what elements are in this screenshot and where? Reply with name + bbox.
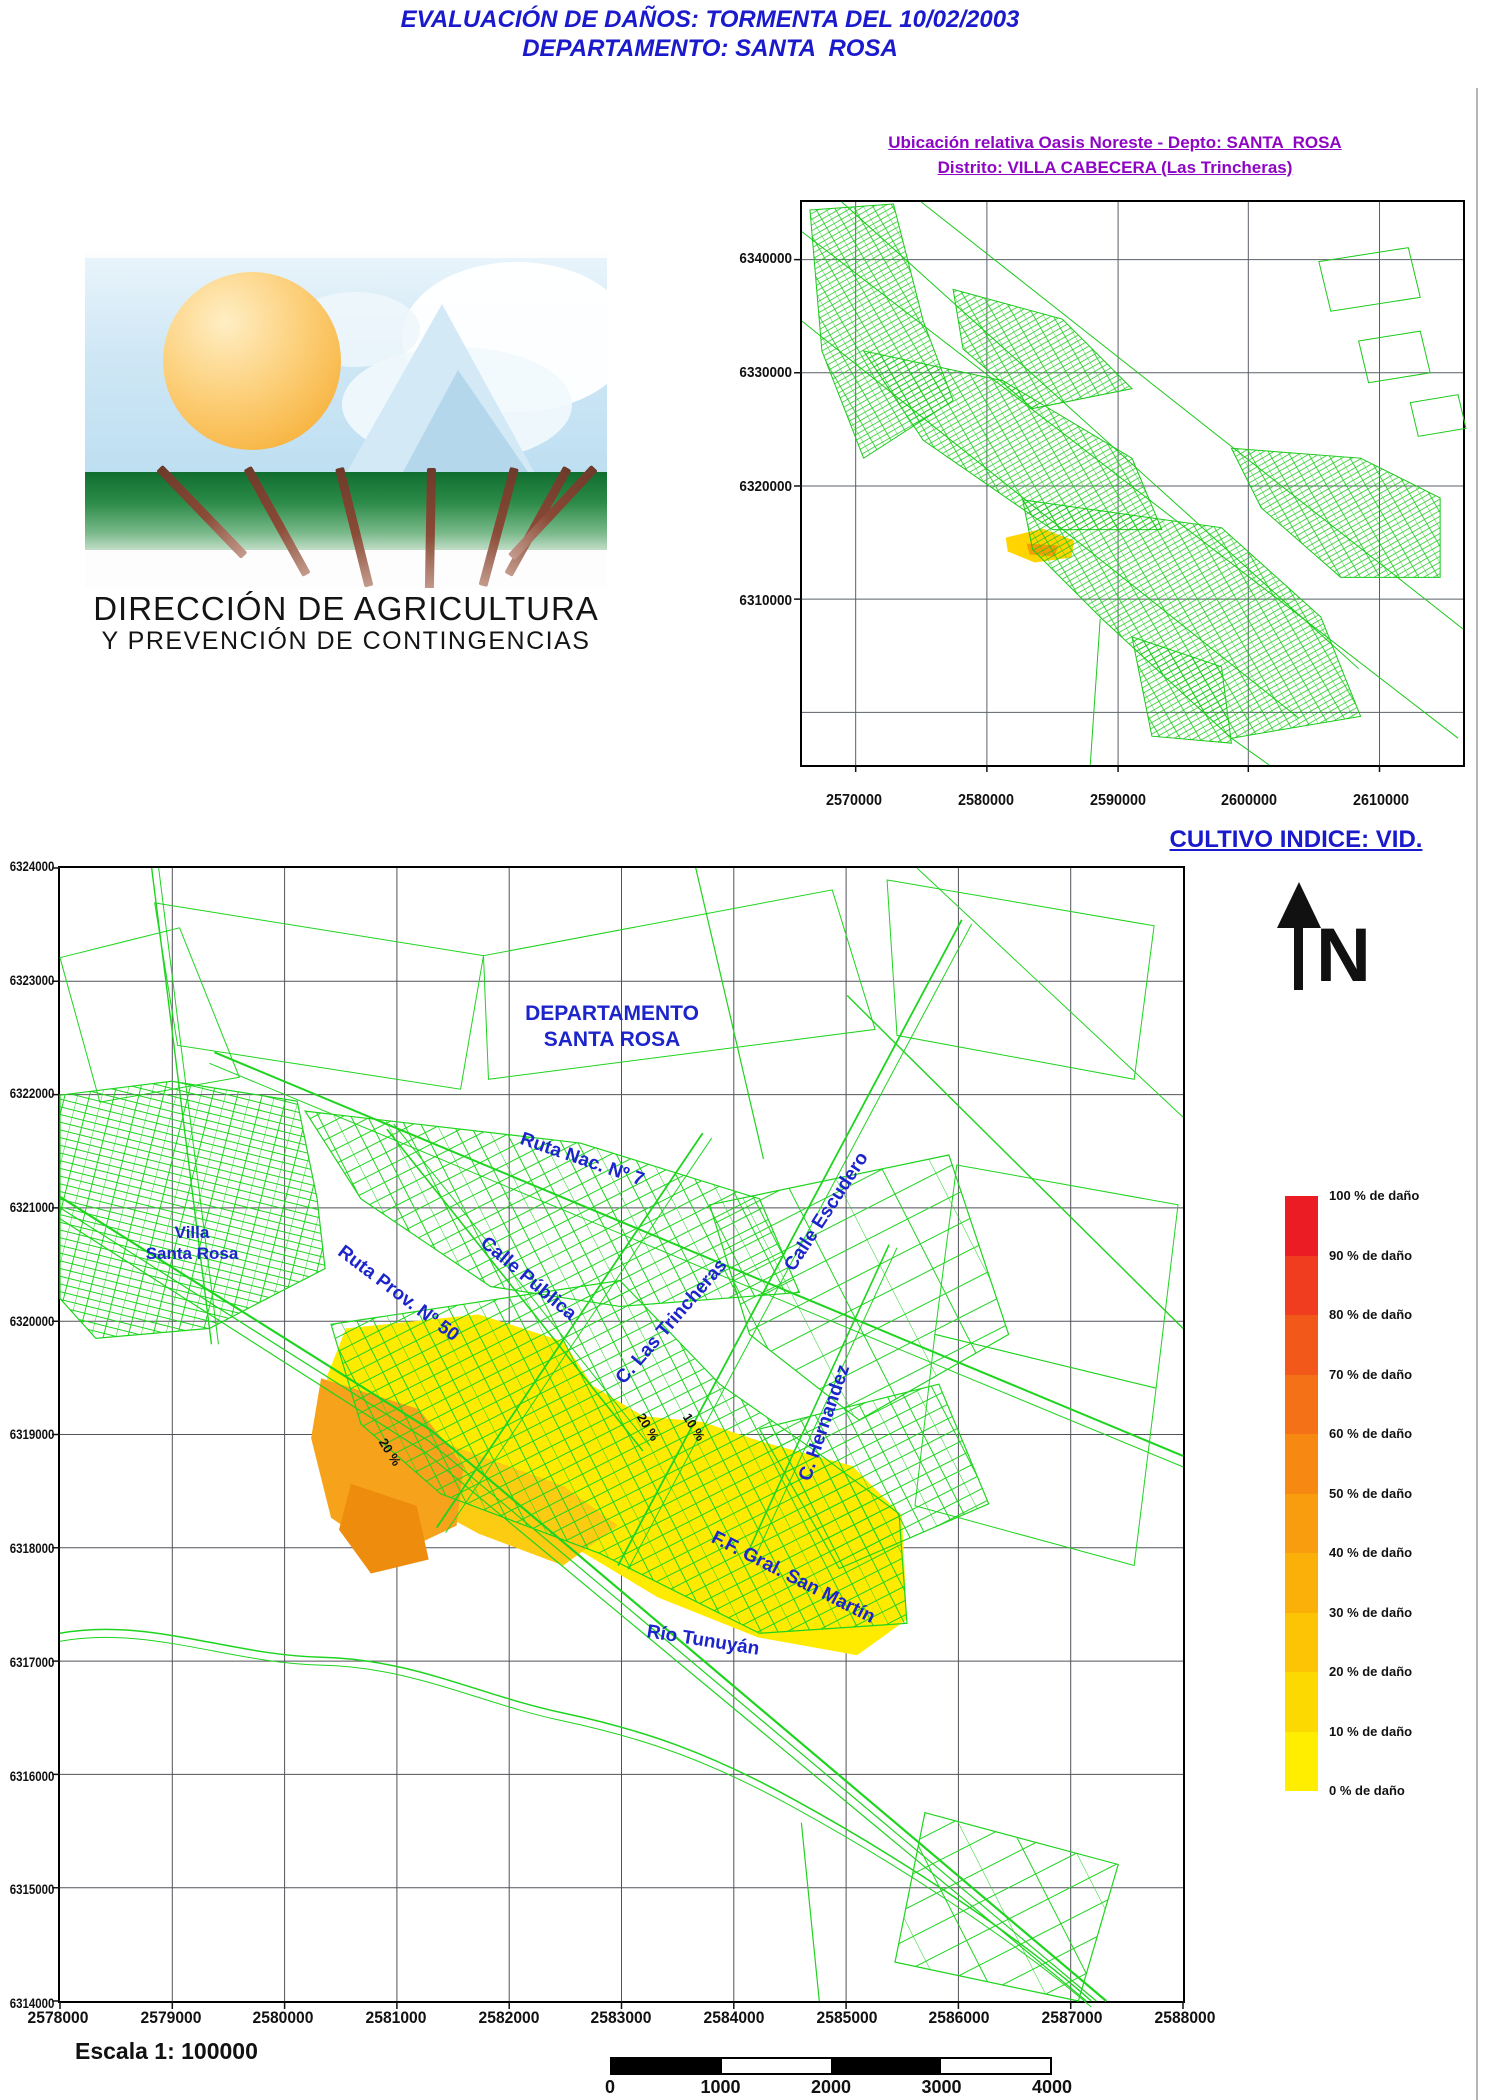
legend-swatch [1285,1434,1318,1494]
villa-line2: Santa Rosa [145,1244,239,1263]
legend-label: 60 % de daño [1329,1426,1413,1441]
page-edge-line [1476,88,1478,2100]
legend-swatch [1285,1731,1318,1791]
locator-y-tick: 6330000 [739,364,792,381]
legend-label: 70 % de daño [1329,1366,1413,1382]
scale-bar-segment [831,2059,941,2073]
legend-swatch [1285,1612,1318,1672]
scale-bar-tick: 0 [604,2077,615,2097]
locator-map-title: Ubicación relativa Oasis Noreste - Depto… [815,131,1415,180]
department-label: DEPARTAMENTO SANTA ROSA [525,1001,699,1054]
map-y-tick: 6323000 [9,972,55,988]
map-y-tick: 6324000 [9,858,55,874]
scale-bar-segment [612,2059,722,2073]
map-y-tick: 6320000 [9,1313,55,1329]
legend-swatch [1285,1672,1318,1732]
crop-index-heading: CULTIVO INDICE: VID. [1169,826,1423,853]
department-line1: DEPARTAMENTO [525,1001,699,1025]
locator-title-line1: Ubicación relativa Oasis Noreste - Depto… [888,133,1342,152]
scale-bar-tick: 4000 [1031,2077,1073,2097]
legend-label: 40 % de daño [1329,1545,1413,1560]
damage-legend-colorbar [1285,1196,1318,1791]
map-x-tick: 2584000 [703,2008,765,2027]
furrow-line [424,467,436,588]
legend-swatch [1285,1196,1318,1256]
scale-bar-tick: 2000 [810,2077,852,2097]
map-y-tick: 6317000 [9,1654,55,1670]
scale-bar [610,2057,1052,2075]
legend-swatch [1285,1493,1318,1553]
mountain-icon [403,370,528,472]
map-x-tick: 2578000 [27,2008,89,2027]
sun-icon [163,272,341,450]
locator-x-tick: 2570000 [825,792,883,809]
legend-label: 90 % de daño [1329,1247,1413,1263]
legend-label: 100 % de daño [1329,1188,1420,1203]
map-y-tick: 6314000 [9,1995,55,2011]
map-y-tick: 6315000 [9,1881,55,1897]
legend-label: 30 % de daño [1329,1604,1413,1620]
map-x-tick: 2588000 [1154,2008,1216,2027]
scale-bar-tick: 1000 [700,2077,741,2097]
legend-label: 0 % de daño [1329,1783,1405,1798]
locator-y-tick: 6340000 [739,250,792,267]
legend-swatch [1285,1374,1318,1434]
title-line2: DEPARTAMENTO: SANTA ROSA [522,34,898,62]
legend-label: 80 % de daño [1329,1307,1413,1322]
legend-swatch [1285,1553,1318,1613]
map-y-tick: 6322000 [9,1085,55,1101]
agency-name-line1: DIRECCIÓN DE AGRICULTURA [93,590,599,627]
scale-bar-segment [721,2059,831,2073]
north-arrow-icon [1277,882,1321,928]
agency-name-line2: Y PREVENCIÓN DE CONTINGENCIAS [101,627,591,655]
legend-swatch [1285,1255,1318,1315]
map-x-tick: 2585000 [816,2008,878,2027]
north-arrow-shaft [1294,925,1303,990]
department-line2: SANTA ROSA [543,1028,681,1051]
main-map [52,866,1185,2009]
map-x-tick: 2587000 [1041,2008,1103,2027]
locator-title-line2: Distrito: VILLA CABECERA (Las Trincheras… [937,157,1293,177]
villa-santa-rosa-label: Villa Santa Rosa [146,1222,239,1265]
page-title: EVALUACIÓN DE DAÑOS: TORMENTA DEL 10/02/… [310,6,1110,64]
legend-swatch [1285,1315,1318,1375]
map-x-tick: 2583000 [590,2008,652,2027]
map-y-tick: 6316000 [9,1768,55,1784]
title-line1: EVALUACIÓN DE DAÑOS: TORMENTA DEL 10/02/… [400,6,1020,33]
map-y-tick: 6318000 [9,1540,55,1556]
villa-line1: Villa [174,1222,210,1242]
scale-bar-tick: 3000 [921,2077,962,2097]
locator-y-tick: 6320000 [739,478,792,495]
map-x-tick: 2581000 [365,2008,427,2027]
agency-logo-illustration [85,252,607,588]
north-label: N [1316,913,1371,998]
legend-label: 20 % de daño [1329,1664,1413,1679]
scale-bar-segment [940,2059,1050,2073]
scale-text: Escala 1: 100000 [75,2038,258,2064]
locator-x-tick: 2580000 [957,792,1015,809]
map-y-tick: 6319000 [9,1426,55,1442]
legend-label: 10 % de daño [1329,1723,1413,1739]
map-x-tick: 2579000 [140,2008,202,2027]
main-map-canvas [52,867,1184,2009]
locator-x-tick: 2610000 [1352,792,1410,809]
locator-y-tick: 6310000 [739,592,792,609]
map-x-tick: 2582000 [478,2008,540,2027]
map-x-tick: 2580000 [252,2008,314,2027]
locator-map [794,200,1467,772]
locator-x-tick: 2590000 [1089,792,1147,809]
legend-label: 50 % de daño [1329,1485,1413,1501]
map-x-tick: 2586000 [928,2008,990,2027]
locator-map-canvas [794,201,1467,772]
map-y-tick: 6321000 [9,1199,55,1215]
locator-x-tick: 2600000 [1220,792,1278,809]
